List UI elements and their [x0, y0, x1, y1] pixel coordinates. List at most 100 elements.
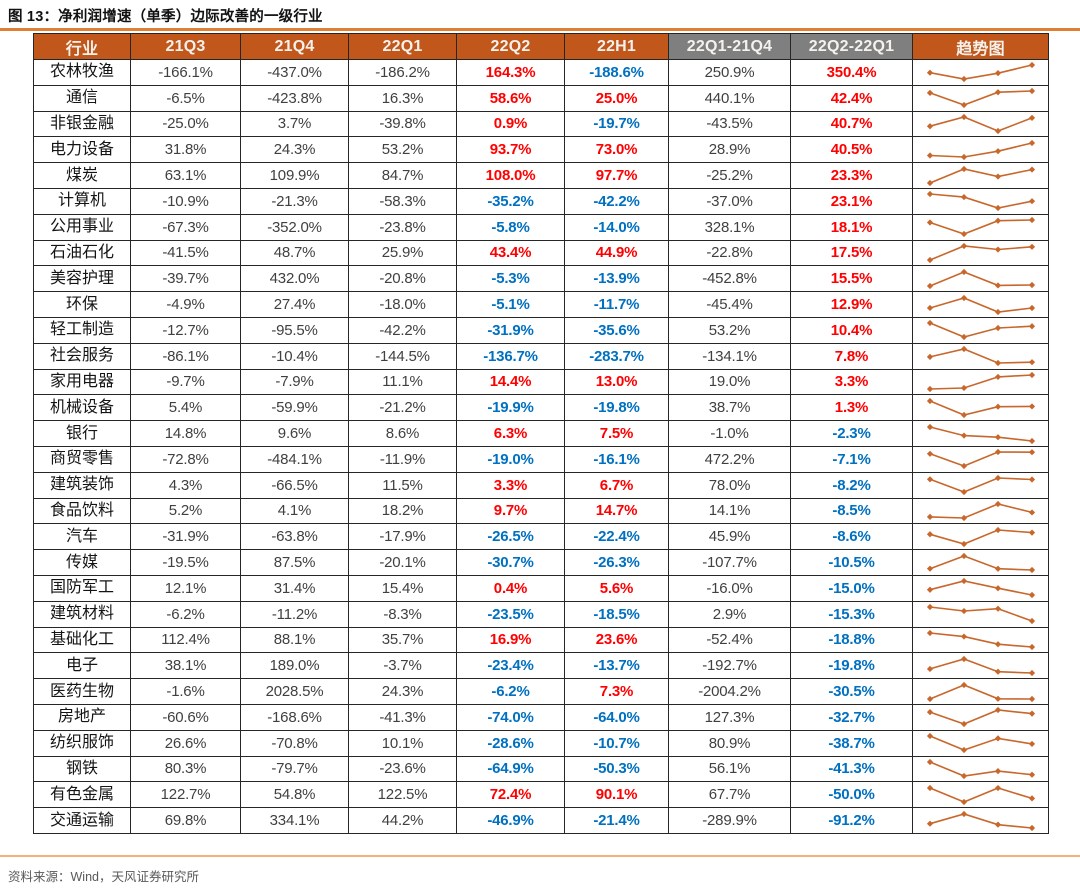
table-row: 计算机 -10.9% -21.3% -58.3% -35.2% -42.2% -37.0% 2…: [33, 187, 1049, 215]
cell-22Q1: 15.4%: [348, 574, 457, 602]
sparkline-chart: [926, 217, 1035, 238]
industry-name: 公用事业: [33, 213, 131, 241]
sparkline-chart: [926, 655, 1035, 676]
column-header-21Q4: 21Q4: [240, 33, 349, 60]
cell-21Q4: 31.4%: [240, 574, 349, 602]
cell-22Q1-21Q4: 38.7%: [668, 394, 791, 422]
cell-22Q2-22Q1: 17.5%: [790, 239, 913, 267]
cell-22Q2: 164.3%: [456, 59, 565, 86]
cell-22Q2-22Q1: 40.7%: [790, 110, 913, 138]
table-row: 非银金融 -25.0% 3.7% -39.8% 0.9% -19.7% -43.5% 40.7…: [33, 110, 1049, 138]
cell-22H1: -21.4%: [564, 807, 669, 834]
cell-22Q1: 25.9%: [348, 239, 457, 267]
cell-21Q3: 80.3%: [130, 755, 241, 783]
industry-name: 建筑装饰: [33, 471, 131, 499]
cell-22Q1: -23.6%: [348, 755, 457, 783]
industry-name: 石油石化: [33, 239, 131, 267]
cell-21Q4: -423.8%: [240, 84, 349, 112]
trend-sparkline: [912, 316, 1049, 344]
cell-22Q1: -23.8%: [348, 213, 457, 241]
cell-22Q2: 0.9%: [456, 110, 565, 138]
cell-21Q3: -67.3%: [130, 213, 241, 241]
cell-22Q2-22Q1: 42.4%: [790, 84, 913, 112]
industry-name: 环保: [33, 291, 131, 318]
table-row: 通信 -6.5% -423.8% 16.3% 58.6% 25.0% 440.1% 42.4%: [33, 84, 1049, 112]
cell-22H1: 44.9%: [564, 239, 669, 267]
cell-22Q2: -23.4%: [456, 652, 565, 680]
sparkline-chart: [926, 681, 1035, 702]
cell-22H1: 14.7%: [564, 497, 669, 525]
cell-21Q4: -11.2%: [240, 600, 349, 628]
trend-sparkline: [912, 420, 1049, 447]
trend-sparkline: [912, 445, 1049, 473]
cell-22H1: 73.0%: [564, 136, 669, 164]
column-header-22H1: 22H1: [564, 33, 669, 60]
industry-name: 计算机: [33, 187, 131, 215]
cell-22Q1: 122.5%: [348, 781, 457, 809]
cell-21Q3: 31.8%: [130, 136, 241, 164]
cell-22Q1-21Q4: 14.1%: [668, 497, 791, 525]
cell-21Q3: -72.8%: [130, 445, 241, 473]
cell-22Q1-21Q4: -2004.2%: [668, 678, 791, 705]
cell-22H1: -64.0%: [564, 703, 669, 731]
cell-22H1: -283.7%: [564, 342, 669, 370]
trend-sparkline: [912, 136, 1049, 164]
cell-22Q1: 10.1%: [348, 729, 457, 757]
table-row: 农林牧渔 -166.1% -437.0% -186.2% 164.3% -188.6% 25…: [33, 59, 1049, 86]
cell-22Q2: 0.4%: [456, 574, 565, 602]
cell-22Q1-21Q4: 440.1%: [668, 84, 791, 112]
cell-22H1: -18.5%: [564, 600, 669, 628]
trend-sparkline: [912, 626, 1049, 654]
sparkline-chart: [926, 758, 1035, 780]
cell-21Q4: 88.1%: [240, 626, 349, 654]
cell-22Q2-22Q1: -8.6%: [790, 523, 913, 551]
trend-sparkline: [912, 652, 1049, 680]
cell-22Q1: -21.2%: [348, 394, 457, 422]
cell-21Q3: 5.4%: [130, 394, 241, 422]
industry-name: 家用电器: [33, 368, 131, 396]
trend-sparkline: [912, 291, 1049, 318]
cell-22Q1-21Q4: -25.2%: [668, 162, 791, 189]
cell-21Q4: -168.6%: [240, 703, 349, 731]
industry-name: 煤炭: [33, 162, 131, 189]
cell-22Q1: 35.7%: [348, 626, 457, 654]
cell-21Q4: 87.5%: [240, 549, 349, 576]
cell-22Q2: -136.7%: [456, 342, 565, 370]
cell-21Q3: 112.4%: [130, 626, 241, 654]
sparkline-chart: [926, 165, 1035, 186]
cell-22Q1-21Q4: 127.3%: [668, 703, 791, 731]
trend-sparkline: [912, 162, 1049, 189]
sparkline-chart: [926, 629, 1035, 651]
cell-22Q1-21Q4: 78.0%: [668, 471, 791, 499]
cell-22Q2: -19.9%: [456, 394, 565, 422]
cell-22Q1-21Q4: -452.8%: [668, 265, 791, 293]
cell-21Q4: 54.8%: [240, 781, 349, 809]
cell-21Q3: -1.6%: [130, 678, 241, 705]
cell-21Q4: -484.1%: [240, 445, 349, 473]
cell-22Q2-22Q1: 1.3%: [790, 394, 913, 422]
table-row: 纺织服饰 26.6% -70.8% 10.1% -28.6% -10.7% 80.9% -38…: [33, 729, 1049, 757]
trend-sparkline: [912, 678, 1049, 705]
cell-21Q4: 3.7%: [240, 110, 349, 138]
cell-22Q2: 43.4%: [456, 239, 565, 267]
cell-22Q1-21Q4: 67.7%: [668, 781, 791, 809]
cell-22H1: -16.1%: [564, 445, 669, 473]
cell-22Q2-22Q1: -41.3%: [790, 755, 913, 783]
cell-22Q1: 84.7%: [348, 162, 457, 189]
cell-22Q1-21Q4: -22.8%: [668, 239, 791, 267]
column-header-21Q3: 21Q3: [130, 33, 241, 60]
cell-22Q2-22Q1: -32.7%: [790, 703, 913, 731]
table-row: 银行 14.8% 9.6% 8.6% 6.3% 7.5% -1.0% -2.3%: [33, 420, 1049, 447]
table-row: 轻工制造 -12.7% -95.5% -42.2% -31.9% -35.6% 53.2% 1…: [33, 316, 1049, 344]
industry-name: 电子: [33, 652, 131, 680]
cell-22Q2-22Q1: -50.0%: [790, 781, 913, 809]
cell-22Q2-22Q1: 23.1%: [790, 187, 913, 215]
table-row: 食品饮料 5.2% 4.1% 18.2% 9.7% 14.7% 14.1% -8.5%: [33, 497, 1049, 525]
table-row: 电力设备 31.8% 24.3% 53.2% 93.7% 73.0% 28.9% 40.5%: [33, 136, 1049, 164]
trend-sparkline: [912, 549, 1049, 576]
cell-22Q2: -30.7%: [456, 549, 565, 576]
cell-22Q1: -3.7%: [348, 652, 457, 680]
cell-22Q1: 53.2%: [348, 136, 457, 164]
sparkline-chart: [926, 242, 1035, 264]
cell-22Q2-22Q1: 10.4%: [790, 316, 913, 344]
